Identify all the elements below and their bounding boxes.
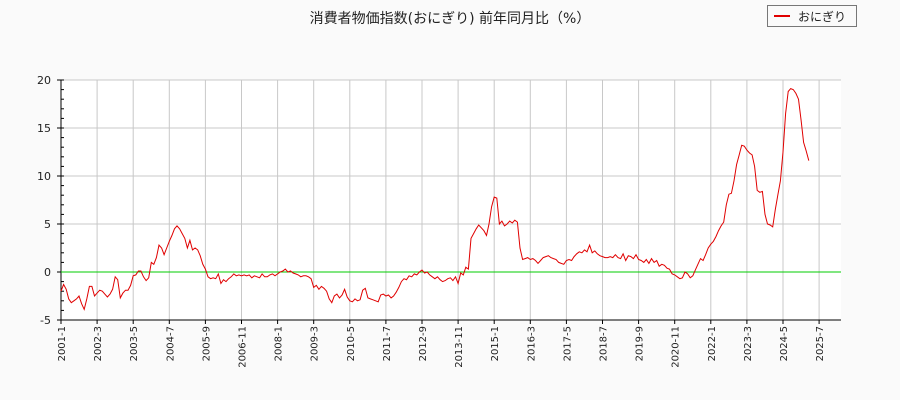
x-tick-label: 2011-7 bbox=[382, 326, 393, 361]
y-tick-label: 20 bbox=[37, 74, 51, 87]
x-tick-label: 2018-7 bbox=[599, 326, 610, 361]
series-line-onigiri bbox=[60, 88, 810, 311]
x-tick-label: 2025-7 bbox=[815, 326, 826, 361]
legend-label: おにぎり bbox=[798, 9, 847, 24]
y-tick-label: 10 bbox=[37, 170, 51, 183]
x-tick-label: 2004-7 bbox=[165, 326, 176, 361]
x-tick-label: 2010-5 bbox=[346, 326, 357, 361]
y-tick-label: 5 bbox=[44, 218, 51, 231]
y-axis-labels: -5 0 5 10 15 20 bbox=[37, 74, 51, 327]
y-tick-label: 15 bbox=[37, 122, 51, 135]
x-tick-label: 2015-1 bbox=[490, 326, 501, 361]
x-tick-label: 2006-11 bbox=[238, 326, 249, 368]
x-tick-label: 2009-3 bbox=[310, 326, 321, 361]
x-tick-label: 2019-9 bbox=[635, 326, 646, 361]
x-tick-label: 2023-3 bbox=[743, 326, 754, 361]
x-tick-label: 2002-3 bbox=[93, 326, 104, 361]
x-tick-label: 2012-9 bbox=[418, 326, 429, 361]
x-tick-label: 2022-1 bbox=[707, 326, 718, 361]
x-tick-label: 2008-1 bbox=[274, 326, 285, 361]
chart-title: 消費者物価指数(おにぎり) 前年同月比（%） bbox=[309, 11, 591, 27]
x-axis-labels: 2001-1 2002-3 2003-5 2004-7 2005-9 2006-11 200… bbox=[57, 326, 826, 368]
y-tick-label: -5 bbox=[40, 314, 51, 327]
x-tick-label: 2020-11 bbox=[671, 326, 682, 368]
legend-swatch-icon bbox=[774, 15, 790, 17]
x-tick-label: 2016-3 bbox=[526, 326, 537, 361]
x-tick-label: 2013-11 bbox=[454, 326, 465, 368]
legend: おにぎり bbox=[767, 5, 857, 27]
x-tick-label: 2017-5 bbox=[562, 326, 573, 361]
x-tick-label: 2024-5 bbox=[779, 326, 790, 361]
x-tick-label: 2001-1 bbox=[57, 326, 68, 361]
x-tick-label: 2005-9 bbox=[201, 326, 212, 361]
x-tick-label: 2003-5 bbox=[129, 326, 140, 361]
grid-lines bbox=[61, 79, 841, 320]
y-tick-label: 0 bbox=[44, 266, 51, 279]
